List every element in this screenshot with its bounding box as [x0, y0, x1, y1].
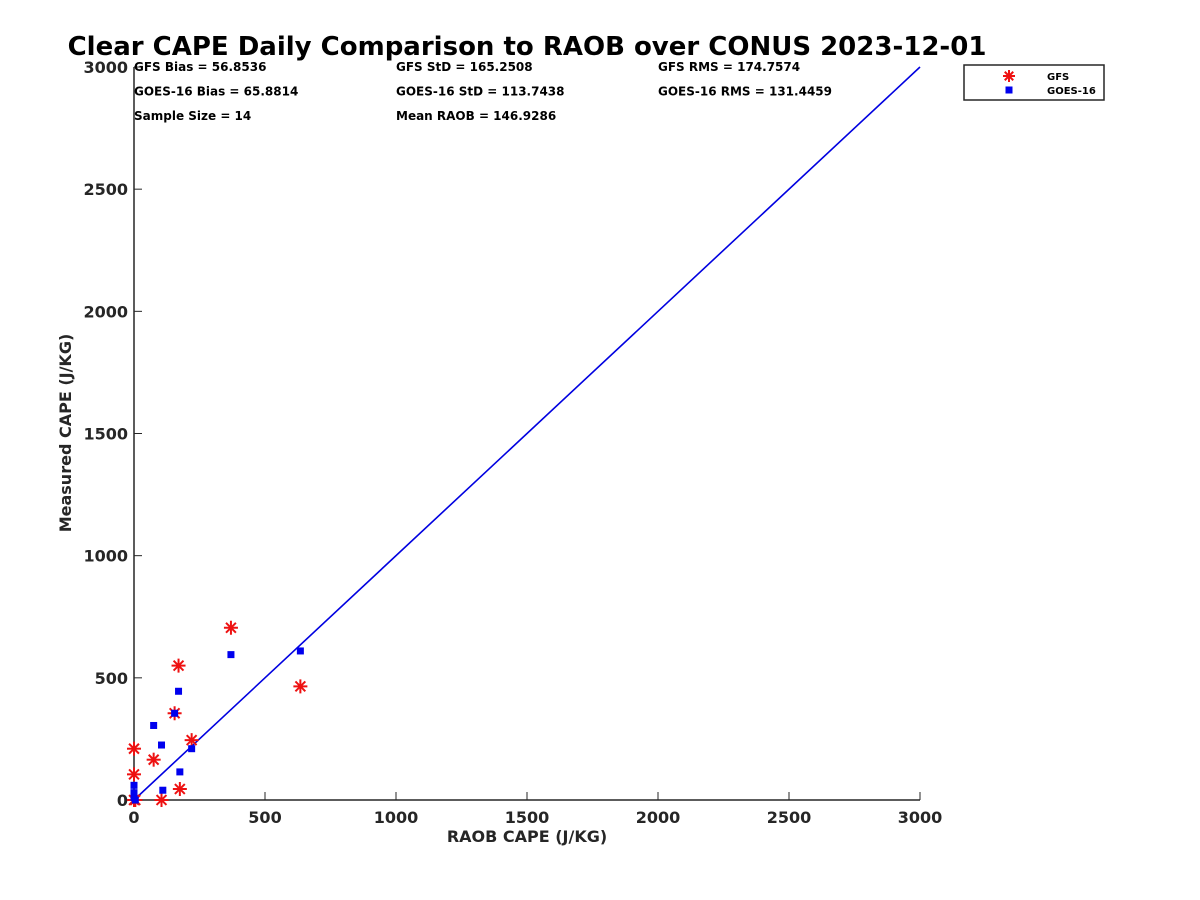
goes16-point	[158, 741, 166, 749]
gfs-point	[127, 767, 141, 782]
legend-gfs-marker	[1003, 70, 1015, 82]
goes16-point	[171, 709, 179, 717]
gfs-point	[184, 733, 199, 748]
y-tick-label: 1000	[83, 547, 128, 566]
legend-label: GOES-16	[1047, 86, 1096, 97]
x-tick-label: 2000	[636, 808, 681, 827]
stat-text: GOES-16 Bias = 65.8814	[134, 85, 298, 99]
x-tick-label: 500	[248, 808, 281, 827]
x-tick-label: 1500	[505, 808, 550, 827]
goes16-point	[159, 786, 167, 794]
goes16-point	[296, 647, 304, 655]
y-tick-label: 0	[117, 791, 128, 810]
x-axis-label: RAOB CAPE (J/KG)	[447, 827, 607, 846]
goes16-point	[176, 768, 184, 776]
one-to-one-line	[133, 66, 921, 801]
y-tick-label: 1500	[83, 425, 128, 444]
gfs-point	[154, 793, 169, 807]
x-tick-label: 1000	[374, 808, 419, 827]
chart-title: Clear CAPE Daily Comparison to RAOB over…	[68, 32, 987, 62]
legend: GFS GOES-16	[963, 64, 1105, 101]
goes16-point	[131, 796, 139, 804]
x-tick-label: 0	[128, 808, 139, 827]
statistics-block: GFS Bias = 56.8536 GFS StD = 165.2508 GFS …	[134, 60, 832, 123]
y-tick-label: 2500	[83, 180, 128, 199]
plot-axes: 0 500 1000 1500 2000 2500 3000 0 500 1000 1500 2000…	[83, 58, 942, 827]
gfs-point	[172, 782, 187, 797]
x-tick-label: 2500	[767, 808, 812, 827]
stat-text: GOES-16 StD = 113.7438	[396, 85, 565, 99]
gfs-point	[293, 679, 308, 694]
stat-text: GFS StD = 165.2508	[396, 60, 533, 74]
gfs-point	[171, 658, 186, 673]
goes16-point	[150, 721, 158, 729]
legend-box	[963, 64, 1105, 101]
goes16-point	[130, 781, 138, 789]
stat-text: GOES-16 RMS = 131.4459	[658, 85, 832, 99]
goes16-point	[175, 687, 183, 695]
goes16-point	[130, 789, 138, 797]
stat-text: Mean RAOB = 146.9286	[396, 109, 556, 123]
y-tick-label: 3000	[83, 58, 128, 77]
gfs-point	[146, 752, 161, 767]
y-tick-label: 2000	[83, 302, 128, 321]
stat-text: GFS RMS = 174.7574	[658, 60, 800, 74]
legend-goes16-marker	[1005, 86, 1013, 94]
y-axis-label: Measured CAPE (J/KG)	[56, 334, 75, 533]
goes16-point	[188, 745, 196, 753]
gfs-point	[223, 620, 238, 635]
x-tick-label: 3000	[898, 808, 943, 827]
stat-text: GFS Bias = 56.8536	[134, 60, 266, 74]
stat-text: Sample Size = 14	[134, 109, 251, 123]
goes16-point	[227, 651, 235, 659]
data-points	[127, 620, 308, 807]
legend-label: GFS	[1047, 72, 1069, 83]
reference-line-group	[133, 66, 921, 801]
y-tick-label: 500	[95, 669, 128, 688]
gfs-point	[127, 741, 141, 756]
